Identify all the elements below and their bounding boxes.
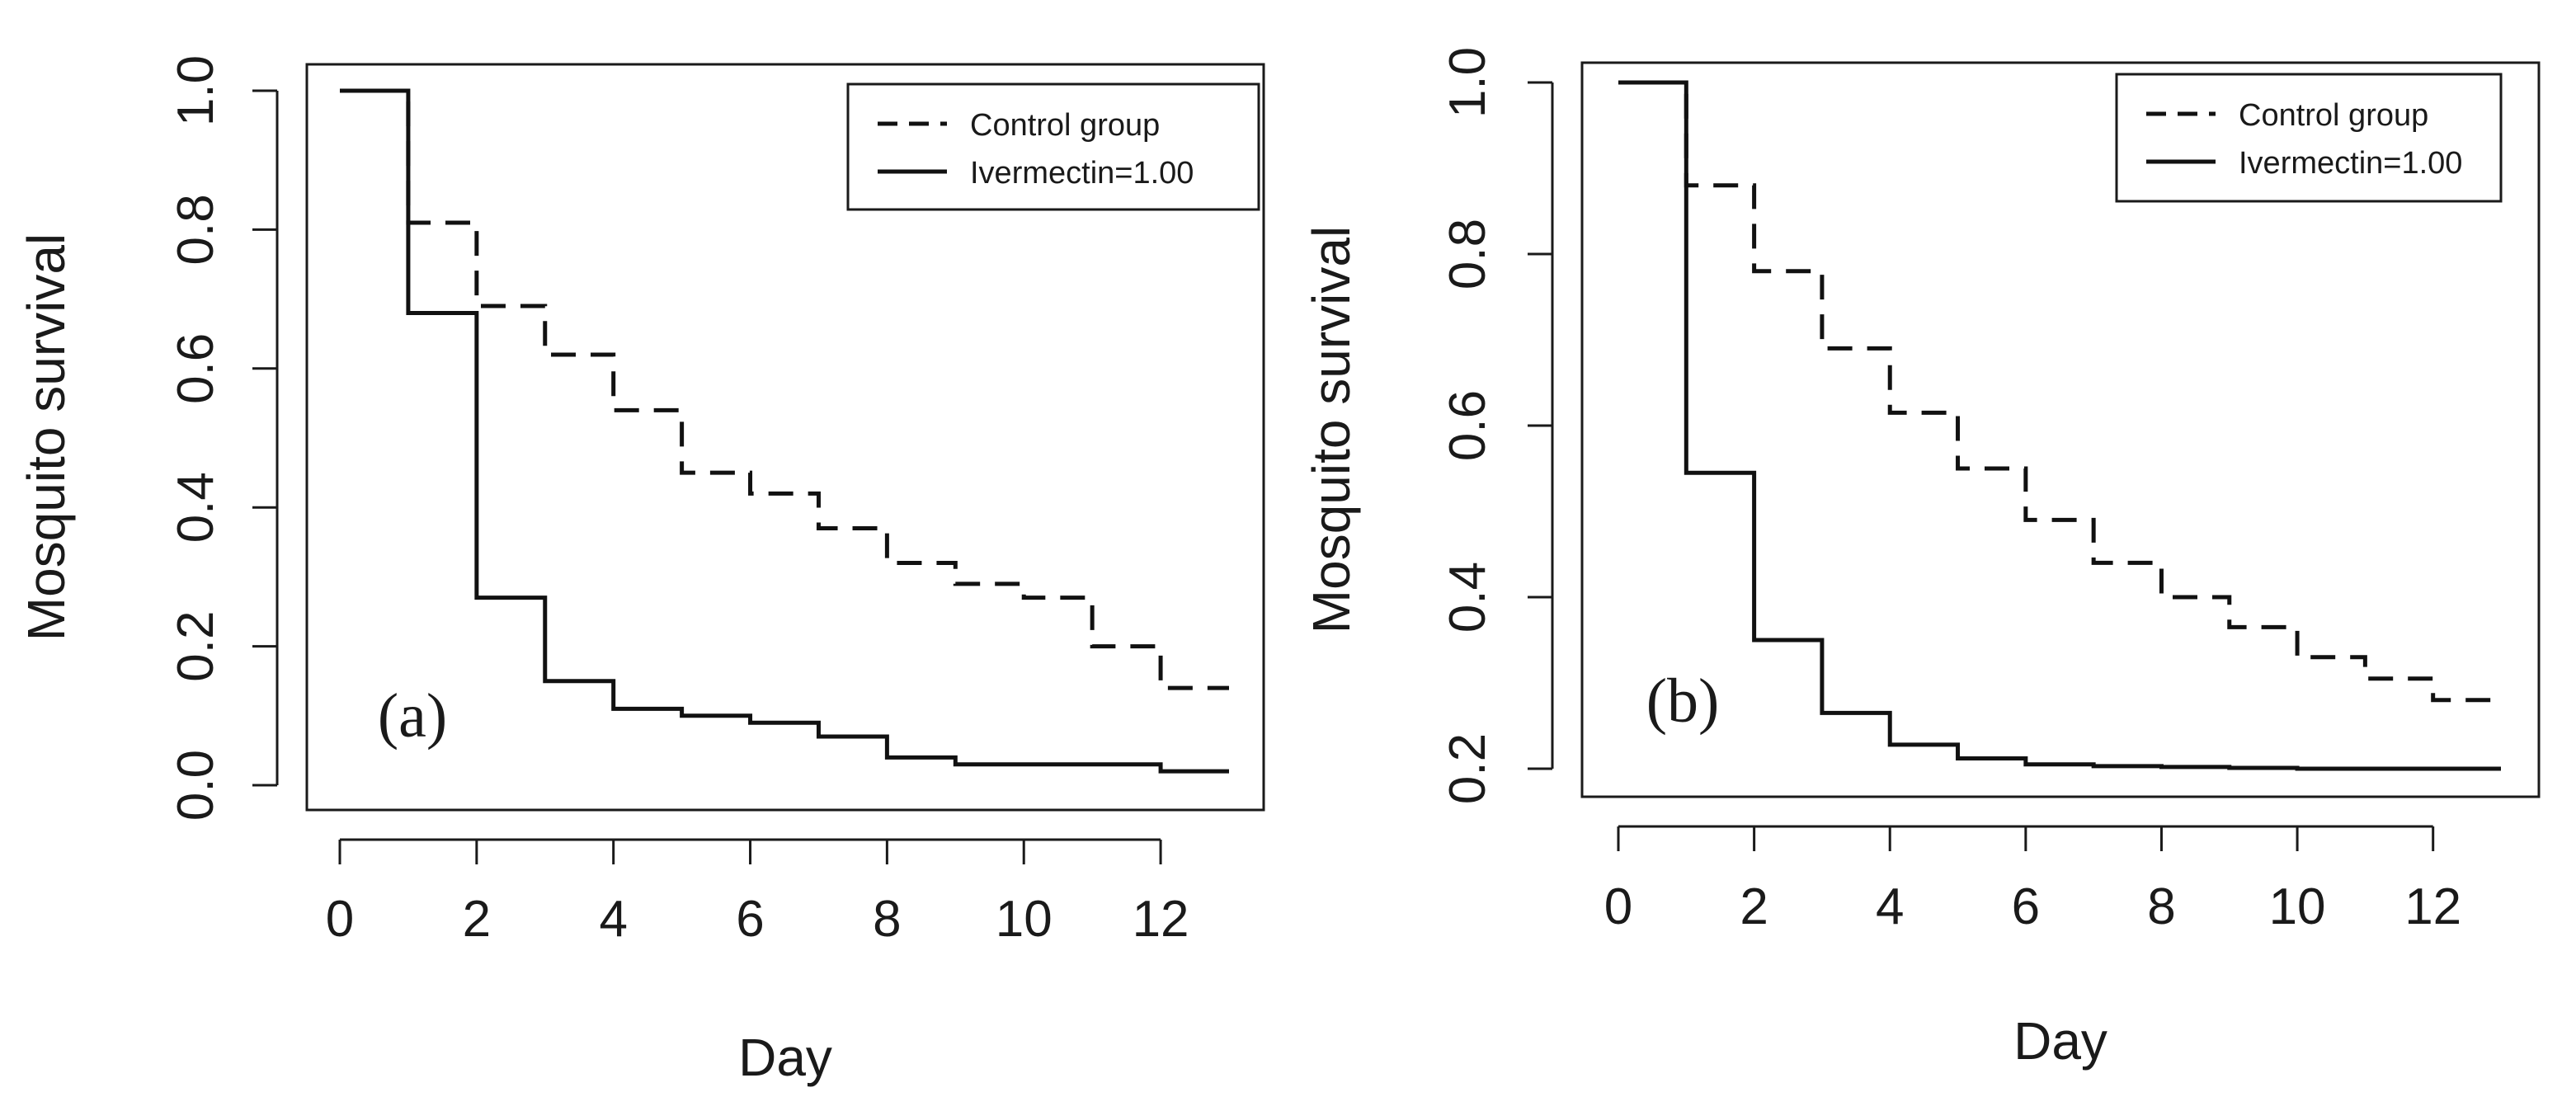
y-axis-label: Mosquito survival [1302,226,1361,633]
panel-b: 0 2 4 6 8 10 12 0.2 0.4 0.6 0.8 1.0 Day Mosquito surv… [1302,47,2541,1071]
x-tick-label: 12 [1133,891,1189,948]
ivermectin-line [1618,80,2501,771]
x-tick-label: 4 [1876,878,1904,935]
y-tick-label: 0.6 [1439,390,1496,461]
x-tick-label: 8 [873,891,901,948]
y-tick-label: 0.8 [1439,219,1496,290]
y-axis-label: Mosquito survival [16,233,76,641]
x-tick-label: 2 [463,891,491,948]
y-tick-label: 0.4 [1439,562,1496,633]
x-tick-label: 12 [2404,878,2461,935]
legend-label: Ivermectin=1.00 [2239,146,2462,181]
ivermectin-line [340,88,1229,774]
y-tick-label: 1.0 [1439,47,1496,118]
panel-label: (b) [1646,666,1720,736]
control-group-line [1618,80,2501,703]
x-tick-label: 6 [736,891,764,948]
y-tick-label: 0.2 [167,610,224,681]
x-tick-label: 10 [996,891,1053,948]
x-tick-label: 0 [326,891,354,948]
x-tick-label: 4 [599,891,627,948]
legend-label: Control group [2239,98,2428,133]
x-tick-label: 8 [2147,878,2175,935]
y-tick-label: 0.0 [167,750,224,821]
y-tick-label: 0.4 [167,472,224,543]
panel-a: 0 2 4 6 8 10 12 0.0 0.2 0.4 0.6 0.8 1.0 Day Mosquito s… [16,55,1265,1087]
x-tick-label: 6 [2012,878,2040,935]
y-tick-label: 0.2 [1439,733,1496,804]
legend-box [2115,73,2503,203]
y-tick-label: 0.8 [167,194,224,265]
plot-frame [305,63,1265,812]
x-tick-label: 2 [1740,878,1768,935]
y-tick-label: 1.0 [167,55,224,126]
plot-frame [1580,61,2541,798]
panel-label: (a) [378,681,447,751]
x-tick-label: 10 [2269,878,2326,935]
control-group-line [340,88,1229,690]
x-axis-label: Day [2013,1011,2107,1071]
legend-box [846,82,1260,211]
x-axis-label: Day [738,1028,832,1087]
legend-label: Control group [970,108,1160,143]
y-tick-label: 0.6 [167,333,224,404]
x-tick-label: 0 [1604,878,1632,935]
legend-label: Ivermectin=1.00 [970,156,1194,191]
